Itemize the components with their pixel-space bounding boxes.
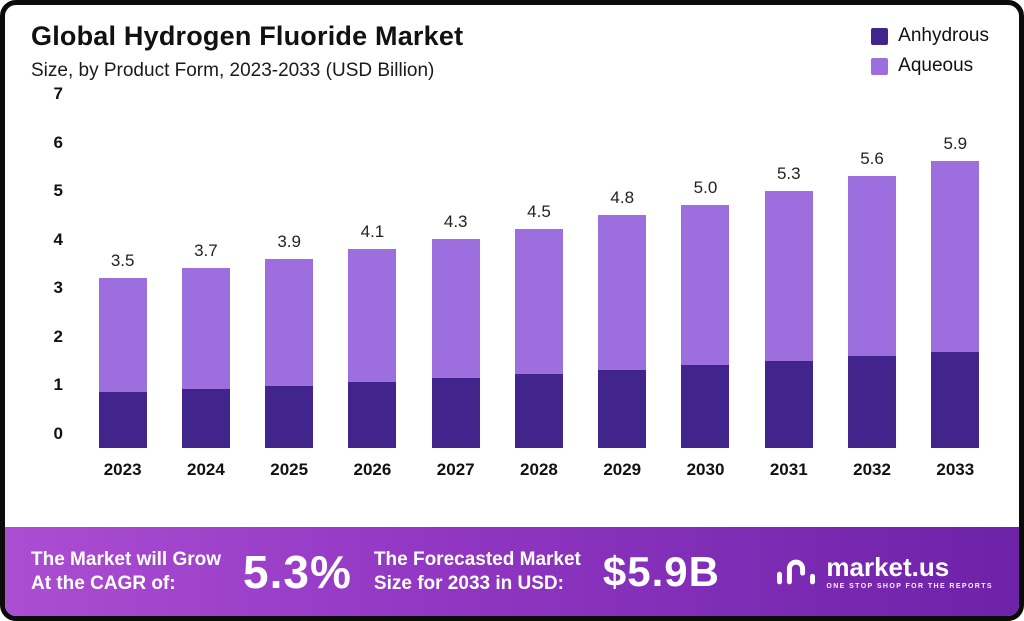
x-axis-label: 2029 <box>603 460 642 479</box>
bar-total-label: 5.0 <box>693 178 718 198</box>
footer-banner: The Market will Grow At the CAGR of: 5.3… <box>5 527 1019 616</box>
title-block: Global Hydrogen Fluoride Market Size, by… <box>31 21 463 82</box>
cagr-label-line1: The Market will Grow <box>31 548 222 570</box>
x-axis-label: 2033 <box>936 460 975 479</box>
legend-swatch-anhydrous-icon <box>871 27 889 45</box>
bar-total-label: 5.9 <box>943 134 968 154</box>
cagr-label-line2: At the CAGR of: <box>31 572 176 594</box>
bar-segment-aqueous <box>265 258 314 386</box>
bar-total-label: 4.8 <box>610 187 635 207</box>
y-tick-label: 5 <box>53 181 63 201</box>
bar-segment-anhydrous <box>598 369 647 448</box>
cagr-label: The Market will Grow At the CAGR of: <box>31 548 221 596</box>
bar-total-label: 5.6 <box>860 149 884 169</box>
brand-tagline: ONE STOP SHOP FOR THE REPORTS <box>826 582 993 590</box>
bar-segment-aqueous <box>764 190 813 361</box>
x-axis-label: 2028 <box>520 460 558 479</box>
bar-total-label: 4.5 <box>527 202 551 222</box>
y-axis: 0 1 2 3 4 5 6 7 <box>35 84 63 443</box>
bar-group: 4.5 <box>497 108 580 448</box>
bar-segment-anhydrous <box>764 360 813 448</box>
bar-segment-anhydrous <box>98 392 147 448</box>
plot-area: 3.5 3.7 3.9 4.1 4.3 4.5 4.8 5.0 5.3 5.6 5.9 <box>81 108 997 448</box>
legend-item-aqueous: Aqueous <box>871 55 989 77</box>
bar-segment-aqueous <box>931 161 980 353</box>
bar-total-label: 4.3 <box>443 212 468 232</box>
x-axis-label: 2027 <box>436 460 475 479</box>
y-tick-label: 3 <box>53 278 63 298</box>
y-tick-label: 7 <box>53 84 63 103</box>
chart-section: Global Hydrogen Fluoride Market Size, by… <box>5 5 1019 527</box>
y-tick-label: 0 <box>53 424 63 443</box>
stacked-bar-chart: 0 1 2 3 4 5 6 7 3.5 3.7 3.9 4.1 4.3 4.5 4.8 5.0 5.3 5.6 5… <box>5 84 1019 480</box>
chart-subtitle: Size, by Product Form, 2023-2033 (USD Bi… <box>31 60 435 81</box>
bar-segment-aqueous <box>848 176 897 356</box>
forecast-label-line2: Size for 2033 in USD: <box>373 572 564 594</box>
legend-label-aqueous: Aqueous <box>898 55 974 76</box>
x-axis-label: 2026 <box>353 460 392 479</box>
bar-total-label: 3.5 <box>110 251 135 271</box>
bar-group: 3.7 <box>164 108 247 448</box>
bar-segment-aqueous <box>348 248 397 382</box>
x-axis-label: 2025 <box>270 460 309 479</box>
bar-total-label: 3.7 <box>194 241 218 261</box>
bar-segment-aqueous <box>598 214 647 370</box>
bar-segment-anhydrous <box>931 352 980 448</box>
bar-segment-aqueous <box>98 278 147 393</box>
bar-group: 5.9 <box>914 108 997 448</box>
bar-group: 3.5 <box>81 108 164 448</box>
cagr-value: 5.3% <box>243 545 352 598</box>
forecast-label: The Forecasted Market Size for 2033 in U… <box>374 548 581 596</box>
bar-segment-anhydrous <box>348 381 397 448</box>
bar-total-label: 5.3 <box>776 163 801 183</box>
forecast-label-line1: The Forecasted Market <box>373 548 581 570</box>
bar-segment-anhydrous <box>848 355 897 448</box>
bar-total-label: 4.1 <box>360 221 385 241</box>
legend: Anhydrous Aqueous <box>871 21 989 77</box>
bar-group: 3.9 <box>248 108 331 448</box>
y-tick-label: 1 <box>53 375 63 395</box>
x-axis-label: 2032 <box>853 460 891 479</box>
bar-segment-anhydrous <box>514 374 563 448</box>
bar-segment-anhydrous <box>181 388 230 448</box>
bar-segment-aqueous <box>514 229 563 375</box>
brand-name: market.us <box>826 551 950 582</box>
bar-group: 4.8 <box>581 108 664 448</box>
chart-title: Global Hydrogen Fluoride Market <box>31 21 464 51</box>
x-axis: 2023 2024 2025 2026 2027 2028 2029 2030 2031 2032… <box>81 448 997 480</box>
forecast-value: $5.9B <box>602 547 720 595</box>
bar-segment-aqueous <box>181 268 230 389</box>
brand-logo: market.us ONE STOP SHOP FOR THE REPORTS <box>774 554 993 590</box>
bar-segment-anhydrous <box>431 378 480 448</box>
x-axis-label: 2024 <box>186 460 225 479</box>
x-axis-label: 2030 <box>686 460 725 479</box>
y-tick-label: 2 <box>53 326 63 346</box>
brand-text: market.us ONE STOP SHOP FOR THE REPORTS <box>826 554 993 590</box>
bar-group: 4.3 <box>414 108 497 448</box>
bar-group: 5.0 <box>664 108 747 448</box>
market-us-wave-icon <box>777 559 816 584</box>
legend-item-anhydrous: Anhydrous <box>871 25 989 47</box>
legend-label-anhydrous: Anhydrous <box>898 25 989 46</box>
x-axis-label: 2023 <box>103 460 142 479</box>
legend-swatch-aqueous-icon <box>871 57 889 75</box>
y-tick-label: 6 <box>53 132 63 152</box>
bar-segment-anhydrous <box>265 385 314 448</box>
bar-group: 4.1 <box>331 108 414 448</box>
chart-header: Global Hydrogen Fluoride Market Size, by… <box>5 5 1019 82</box>
bar-segment-anhydrous <box>681 365 730 448</box>
y-tick-label: 4 <box>53 229 63 249</box>
bar-segment-aqueous <box>431 239 480 379</box>
bar-group: 5.3 <box>747 108 830 448</box>
bar-group: 5.6 <box>830 108 913 448</box>
bar-segment-aqueous <box>681 205 730 366</box>
x-axis-label: 2031 <box>769 460 808 479</box>
bar-total-label: 3.9 <box>277 231 301 251</box>
